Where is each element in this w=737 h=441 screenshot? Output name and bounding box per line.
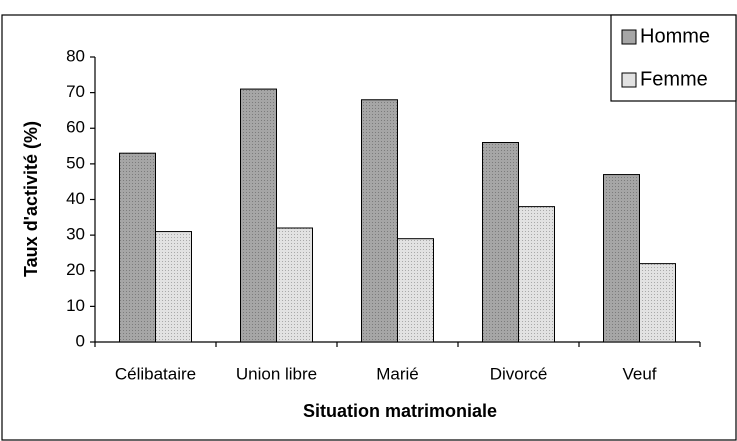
frame xyxy=(1,14,737,441)
bar-texture xyxy=(482,142,519,342)
bar-texture xyxy=(119,153,156,342)
x-tick-label: Veuf xyxy=(622,364,656,383)
y-tick-label: 30 xyxy=(66,225,85,244)
x-tick-label: Divorcé xyxy=(490,364,548,383)
bar-texture xyxy=(518,206,555,342)
bar-texture xyxy=(361,99,398,342)
y-tick-label: 50 xyxy=(66,153,85,172)
legend-swatch xyxy=(621,72,637,88)
bar-texture xyxy=(240,89,277,342)
bar-texture xyxy=(276,228,313,342)
bar-texture xyxy=(155,231,192,342)
legend-label: Homme xyxy=(640,25,710,47)
y-tick-label: 80 xyxy=(66,46,85,65)
y-axis-title: Taux d'activité (%) xyxy=(21,121,41,277)
bar-texture xyxy=(603,174,640,342)
legend-swatch xyxy=(621,29,637,45)
y-tick-label: 70 xyxy=(66,82,85,101)
y-tick-label: 60 xyxy=(66,118,85,137)
x-tick-label: Marié xyxy=(376,364,419,383)
x-tick-label: Union libre xyxy=(236,364,317,383)
y-tick-label: 40 xyxy=(66,189,85,208)
bar-texture xyxy=(397,238,434,342)
x-tick-label: Célibataire xyxy=(115,364,196,383)
y-tick-label: 20 xyxy=(66,260,85,279)
y-tick-label: 10 xyxy=(66,296,85,315)
bar-texture xyxy=(639,263,676,342)
x-axis-title: Situation matrimoniale xyxy=(303,401,497,421)
legend-label: Femme xyxy=(640,68,708,90)
y-tick-label: 0 xyxy=(76,331,85,350)
